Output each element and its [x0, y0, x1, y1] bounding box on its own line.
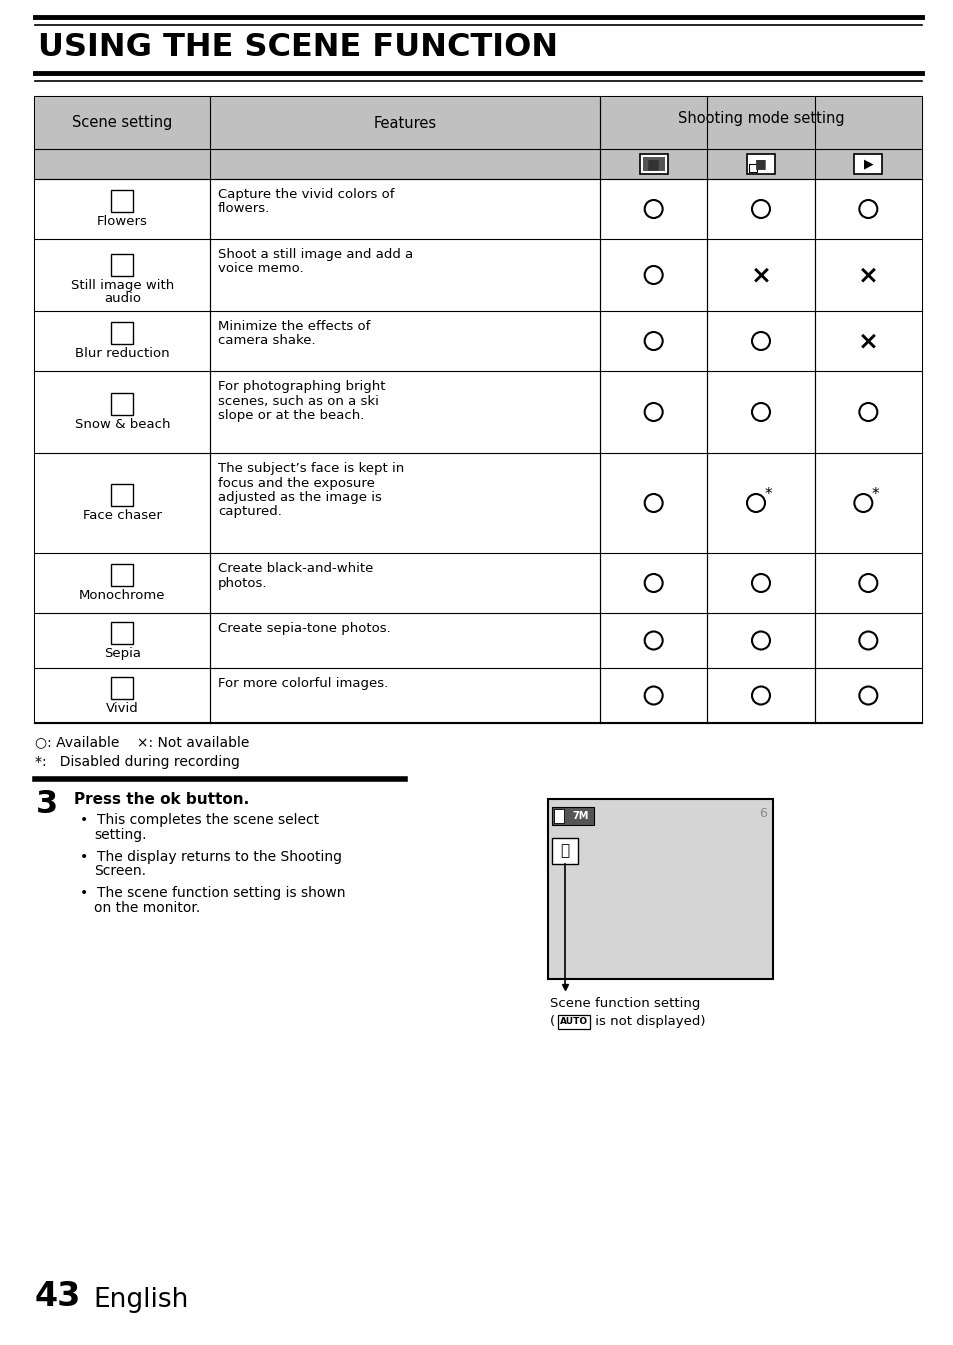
Text: The subject’s face is kept in: The subject’s face is kept in [218, 461, 404, 475]
Text: ×: × [857, 330, 878, 352]
Text: Shooting mode setting: Shooting mode setting [677, 110, 843, 125]
Text: 7M: 7M [572, 811, 589, 820]
Text: photos.: photos. [218, 577, 267, 589]
Text: flowers.: flowers. [218, 203, 270, 215]
Text: slope or at the beach.: slope or at the beach. [218, 409, 364, 422]
Bar [748, 164, 757, 172]
Text: English: English [92, 1287, 188, 1313]
Text: Vivid: Vivid [106, 702, 139, 714]
Text: captured.: captured. [218, 506, 281, 519]
Text: ×: × [750, 264, 771, 286]
Text: *:   Disabled during recording: *: Disabled during recording [35, 755, 239, 769]
Text: •  The display returns to the Shooting: • The display returns to the Shooting [80, 850, 341, 863]
Bar [558, 1015, 589, 1029]
Bar [35, 453, 921, 553]
Bar [554, 808, 563, 823]
Bar [112, 254, 133, 276]
Bar [854, 153, 882, 174]
Text: ■: ■ [646, 157, 659, 171]
Bar [35, 311, 921, 371]
Bar [112, 677, 133, 698]
Bar [112, 393, 133, 416]
Bar [639, 153, 667, 174]
Bar [642, 157, 664, 171]
Bar [547, 799, 772, 979]
Text: Snow & beach: Snow & beach [74, 418, 170, 430]
Text: 6: 6 [759, 807, 766, 820]
Text: Features: Features [373, 116, 436, 130]
Text: Create black-and-white: Create black-and-white [218, 562, 373, 576]
Text: Still image with: Still image with [71, 278, 174, 292]
Text: ×: × [857, 264, 878, 286]
Text: Blur reduction: Blur reduction [75, 347, 170, 360]
Text: voice memo.: voice memo. [218, 262, 303, 276]
Text: *: * [871, 487, 879, 503]
Bar [112, 484, 133, 506]
Text: scenes, such as on a ski: scenes, such as on a ski [218, 394, 378, 408]
Text: ○: Available    ×: Not available: ○: Available ×: Not available [35, 734, 249, 749]
Text: Face chaser: Face chaser [83, 508, 162, 522]
Text: (: ( [550, 1015, 555, 1028]
Bar [35, 179, 921, 239]
Bar [746, 153, 774, 174]
Text: ■: ■ [755, 157, 766, 171]
Text: Scene setting: Scene setting [72, 116, 172, 130]
Text: Capture the vivid colors of: Capture the vivid colors of [218, 188, 395, 200]
Text: is not displayed): is not displayed) [590, 1015, 705, 1028]
Text: Scene function setting: Scene function setting [550, 997, 700, 1010]
Bar [35, 149, 921, 179]
Bar [35, 371, 921, 453]
Text: ⛹: ⛹ [559, 843, 569, 858]
Bar [112, 564, 133, 586]
Text: camera shake.: camera shake. [218, 335, 315, 347]
Text: focus and the exposure: focus and the exposure [218, 476, 375, 490]
Text: Minimize the effects of: Minimize the effects of [218, 320, 370, 334]
Text: Sepia: Sepia [104, 647, 141, 659]
Text: audio: audio [104, 292, 141, 305]
Text: on the monitor.: on the monitor. [94, 901, 200, 915]
Text: 3: 3 [36, 790, 58, 820]
Bar [35, 97, 921, 724]
Text: For photographing bright: For photographing bright [218, 381, 385, 393]
Text: Create sepia-tone photos.: Create sepia-tone photos. [218, 621, 391, 635]
Text: Shoot a still image and add a: Shoot a still image and add a [218, 247, 413, 261]
Text: ▶: ▶ [862, 157, 872, 171]
Text: USING THE SCENE FUNCTION: USING THE SCENE FUNCTION [38, 32, 558, 63]
Text: Press the ok button.: Press the ok button. [74, 792, 249, 807]
Bar [112, 190, 133, 213]
Bar [112, 621, 133, 643]
Bar [35, 553, 921, 613]
Text: •  The scene function setting is shown: • The scene function setting is shown [80, 886, 345, 900]
Text: For more colorful images.: For more colorful images. [218, 677, 388, 690]
Text: setting.: setting. [94, 827, 147, 842]
Text: Flowers: Flowers [97, 215, 148, 229]
Text: •  This completes the scene select: • This completes the scene select [80, 812, 319, 827]
Bar [35, 668, 921, 724]
Text: Monochrome: Monochrome [79, 589, 166, 603]
Bar [112, 321, 133, 344]
Bar [35, 239, 921, 311]
Text: 43: 43 [35, 1280, 81, 1313]
Bar [35, 97, 921, 149]
Bar [552, 838, 578, 863]
Text: adjusted as the image is: adjusted as the image is [218, 491, 381, 504]
Bar [35, 613, 921, 668]
Text: *: * [763, 487, 771, 503]
Text: Screen.: Screen. [94, 863, 146, 878]
Text: AUTO: AUTO [559, 1018, 587, 1026]
Bar [552, 807, 594, 824]
